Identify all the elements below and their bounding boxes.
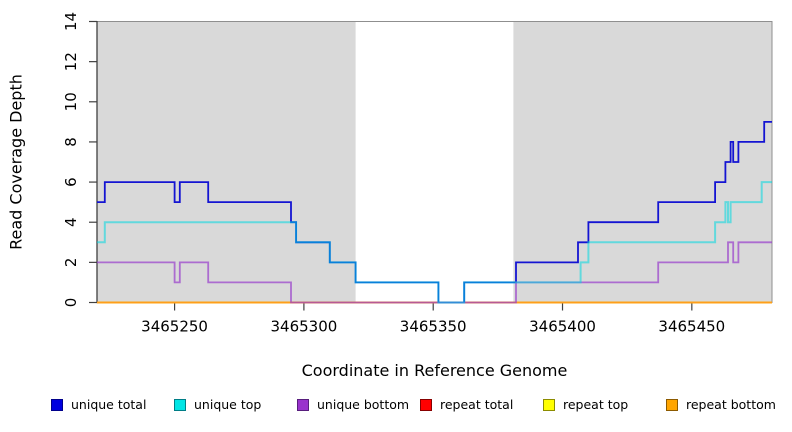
legend-swatch-icon <box>666 398 678 411</box>
legend: unique total unique top unique bottom repea… <box>51 397 789 412</box>
legend-item-repeat-bottom: repeat bottom <box>666 397 789 412</box>
legend-item-unique-total: unique total <box>51 397 174 412</box>
series-unique-bottom <box>97 241 772 304</box>
x-tick-label: 3465250 <box>141 318 208 336</box>
legend-label: repeat bottom <box>686 397 776 412</box>
legend-item-repeat-top: repeat top <box>543 397 666 412</box>
y-tick-label: 10 <box>62 92 80 111</box>
legend-swatch-icon <box>51 398 63 411</box>
coverage-plot: 0 2 4 6 8 10 12 14 3465250 3465300 3465350 3465400 3… <box>62 12 773 336</box>
y-axis-title: Read Coverage Depth <box>6 74 26 250</box>
y-tick-label: 8 <box>62 137 80 147</box>
legend-label: unique total <box>71 397 147 412</box>
legend-item-unique-bottom: unique bottom <box>297 397 420 412</box>
x-axis-title: Coordinate in Reference Genome <box>301 361 568 380</box>
series-unique-top <box>97 181 772 304</box>
x-tick-label: 3465450 <box>658 318 725 336</box>
y-tick-label: 4 <box>62 217 80 227</box>
y-tick-label: 0 <box>62 298 80 308</box>
y-tick-label: 14 <box>62 12 80 31</box>
legend-swatch-icon <box>174 398 186 411</box>
legend-label: unique top <box>194 397 262 412</box>
legend-label: repeat total <box>440 397 514 412</box>
legend-item-repeat-total: repeat total <box>420 397 543 412</box>
y-tick-label: 2 <box>62 258 80 268</box>
legend-swatch-icon <box>543 398 555 411</box>
legend-item-unique-top: unique top <box>174 397 297 412</box>
legend-label: unique bottom <box>317 397 410 412</box>
legend-label: repeat top <box>563 397 629 412</box>
legend-swatch-icon <box>297 398 309 411</box>
x-tick-label: 3465400 <box>529 318 596 336</box>
y-tick-label: 12 <box>62 52 80 71</box>
y-tick-label: 6 <box>62 177 80 187</box>
x-tick-label: 3465350 <box>400 318 467 336</box>
legend-swatch-icon <box>420 398 432 411</box>
shaded-region <box>97 21 356 303</box>
x-tick-label: 3465300 <box>270 318 337 336</box>
